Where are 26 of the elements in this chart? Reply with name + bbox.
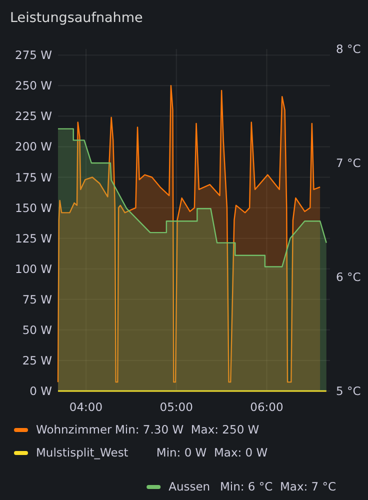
legend-label: Mulstisplit_West <box>36 446 129 460</box>
y-tick-label: 150 W <box>15 200 52 215</box>
y-tick-label: 75 W <box>22 292 52 306</box>
legend-label: Wohnzimmer <box>36 422 112 437</box>
y-tick-label: 225 W <box>15 109 52 124</box>
y2-tick-label: 7 °C <box>336 156 361 170</box>
y-tick-label: 275 W <box>15 48 52 62</box>
y-tick-label: 100 W <box>15 262 52 276</box>
y-tick-label: 125 W <box>15 231 52 246</box>
text: Min: 0 W Max: 0 W <box>156 446 268 460</box>
y2-tick-label: 8 °C <box>336 42 361 56</box>
y-tick-label: 0 W <box>30 384 52 398</box>
text: Min: 6 °C Max: 7 °C <box>220 480 336 494</box>
y-tick-label: 50 W <box>22 322 52 337</box>
legend-label: Aussen <box>168 480 210 494</box>
y2-tick-label: 5 °C <box>336 384 361 398</box>
y-tick-label: 25 W <box>22 353 52 368</box>
chart-title: Leistungsaufnahme <box>10 10 143 26</box>
y2-tick-label: 6 °C <box>336 270 361 284</box>
text: Min: 7.30 W Max: 250 W <box>115 422 260 437</box>
y-tick-label: 200 W <box>15 140 52 154</box>
x-tick-label: 05:00 <box>160 400 193 414</box>
x-tick-label: 06:00 <box>250 400 284 414</box>
y-tick-label: 250 W <box>15 78 52 93</box>
x-tick-label: 04:00 <box>69 400 103 414</box>
y-tick-label: 175 W <box>15 170 52 184</box>
